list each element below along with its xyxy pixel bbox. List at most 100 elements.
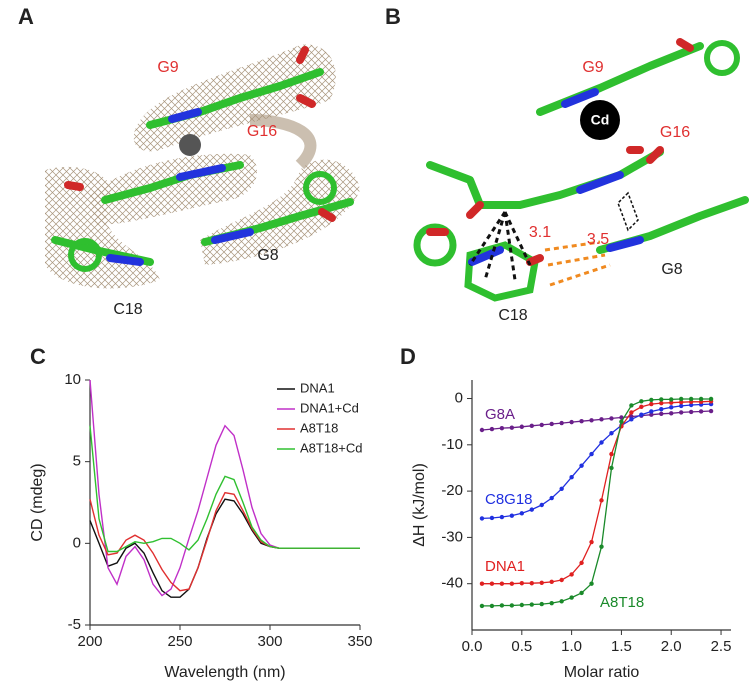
data-point [599, 498, 604, 503]
data-point [529, 602, 534, 607]
data-point [539, 580, 544, 585]
y-tick-label: 0 [455, 389, 463, 406]
data-point [569, 419, 574, 425]
data-point [589, 539, 594, 545]
data-point [489, 581, 495, 586]
x-tick-label: 300 [257, 633, 282, 650]
legend-label: DNA1+Cd [300, 400, 359, 415]
data-point [698, 409, 704, 414]
data-point [678, 410, 684, 415]
x-tick-label: 1.5 [611, 638, 632, 655]
data-point [639, 404, 644, 410]
data-point [559, 420, 564, 426]
series-label: C8G18 [485, 491, 533, 508]
y-tick-label: 0 [73, 534, 81, 551]
residue-label: C18 [498, 307, 527, 324]
data-point [529, 423, 534, 429]
y-tick-label: 5 [73, 453, 81, 470]
x-tick-label: 0.5 [511, 638, 532, 655]
molecule-sticks [51, 46, 354, 272]
panel-label: B [385, 4, 401, 29]
data-point [549, 579, 554, 585]
data-point [519, 581, 525, 586]
legend-label: A8T18 [300, 420, 338, 435]
data-point [708, 396, 714, 402]
data-point [579, 419, 584, 424]
data-point [569, 572, 574, 577]
data-point [499, 581, 505, 586]
data-point [659, 406, 664, 412]
y-tick-label: -10 [441, 436, 463, 453]
data-point [698, 396, 704, 402]
y-tick-label: -30 [441, 528, 463, 545]
y-tick-label: 10 [64, 371, 81, 388]
data-point [489, 603, 495, 609]
panel-label: D [400, 344, 416, 369]
series-label: A8T18 [600, 594, 644, 611]
data-point [659, 400, 664, 406]
series-line [481, 410, 712, 431]
data-point [669, 400, 674, 405]
series-label: DNA1 [485, 558, 525, 575]
panel-label: A [18, 4, 34, 29]
data-point [629, 403, 634, 408]
residue-label: C18 [113, 301, 142, 318]
y-axis-label: CD (mdeg) [29, 463, 46, 541]
data-point [678, 396, 684, 402]
data-point [559, 599, 564, 604]
ion-label: Cd [591, 112, 610, 128]
data-point [579, 560, 584, 566]
data-point [479, 603, 485, 609]
x-tick-label: 0.0 [462, 638, 483, 655]
data-point [529, 581, 534, 586]
data-point [509, 425, 515, 430]
data-point [649, 412, 654, 417]
residue-label: G16 [660, 124, 690, 141]
data-point [489, 515, 495, 521]
data-point [639, 412, 644, 417]
data-point [599, 440, 604, 445]
residue-label: G9 [582, 59, 603, 76]
y-tick-label: -40 [441, 575, 463, 592]
distance-label: 3.5 [587, 231, 609, 248]
data-point [509, 581, 515, 586]
y-axis-label: ΔH (kJ/mol) [411, 463, 428, 547]
data-point [479, 516, 485, 521]
x-tick-label: 2.5 [711, 638, 732, 655]
data-point [589, 581, 594, 586]
data-point [539, 601, 544, 607]
data-point [479, 581, 485, 586]
residue-label: G8 [661, 261, 682, 278]
data-point [629, 417, 634, 422]
data-point [688, 396, 694, 402]
data-point [559, 486, 564, 491]
data-point [529, 507, 534, 512]
data-point [659, 411, 664, 416]
data-point [678, 403, 684, 409]
data-point [688, 409, 694, 415]
data-point [479, 427, 485, 433]
x-axis-label: Molar ratio [564, 664, 640, 681]
data-point [609, 416, 614, 421]
data-point [519, 602, 525, 608]
x-tick-label: 200 [77, 633, 102, 650]
series-line [89, 491, 360, 592]
series-label: G8A [485, 406, 515, 423]
data-point [619, 415, 624, 420]
data-point [589, 418, 594, 423]
distance-label: 3.1 [529, 224, 551, 241]
data-point [688, 402, 694, 408]
series-line [89, 425, 360, 553]
data-point [559, 577, 564, 583]
data-point [549, 421, 554, 427]
residue-label: G8 [257, 247, 278, 264]
data-point [619, 419, 624, 424]
data-point [649, 409, 654, 414]
data-point [669, 411, 674, 416]
x-tick-label: 2.0 [661, 638, 682, 655]
data-point [519, 424, 525, 429]
data-point [708, 408, 714, 414]
data-point [539, 422, 544, 428]
data-point [509, 513, 515, 518]
